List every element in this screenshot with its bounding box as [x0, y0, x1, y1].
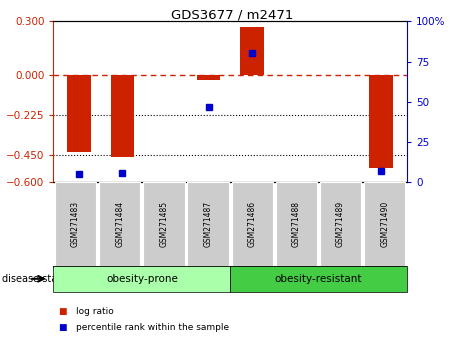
Text: GSM271488: GSM271488 [292, 201, 301, 247]
Text: GSM271486: GSM271486 [248, 201, 257, 247]
Text: ■: ■ [58, 307, 66, 316]
Text: GSM271490: GSM271490 [380, 201, 389, 247]
Text: percentile rank within the sample: percentile rank within the sample [76, 323, 229, 332]
Text: GSM271483: GSM271483 [71, 201, 80, 247]
Bar [111, 75, 134, 157]
Bar [67, 75, 91, 152]
Text: obesity-prone: obesity-prone [106, 274, 178, 284]
Text: GSM271484: GSM271484 [115, 201, 124, 247]
Text: ■: ■ [58, 323, 66, 332]
Text: GSM271487: GSM271487 [204, 201, 213, 247]
Bar [197, 75, 220, 80]
Bar [240, 27, 264, 75]
Text: GDS3677 / m2471: GDS3677 / m2471 [171, 9, 294, 22]
Text: log ratio: log ratio [76, 307, 113, 316]
Text: GSM271489: GSM271489 [336, 201, 345, 247]
Text: obesity-resistant: obesity-resistant [275, 274, 362, 284]
Bar [369, 75, 393, 168]
Text: disease state: disease state [2, 274, 67, 284]
Text: GSM271485: GSM271485 [159, 201, 168, 247]
